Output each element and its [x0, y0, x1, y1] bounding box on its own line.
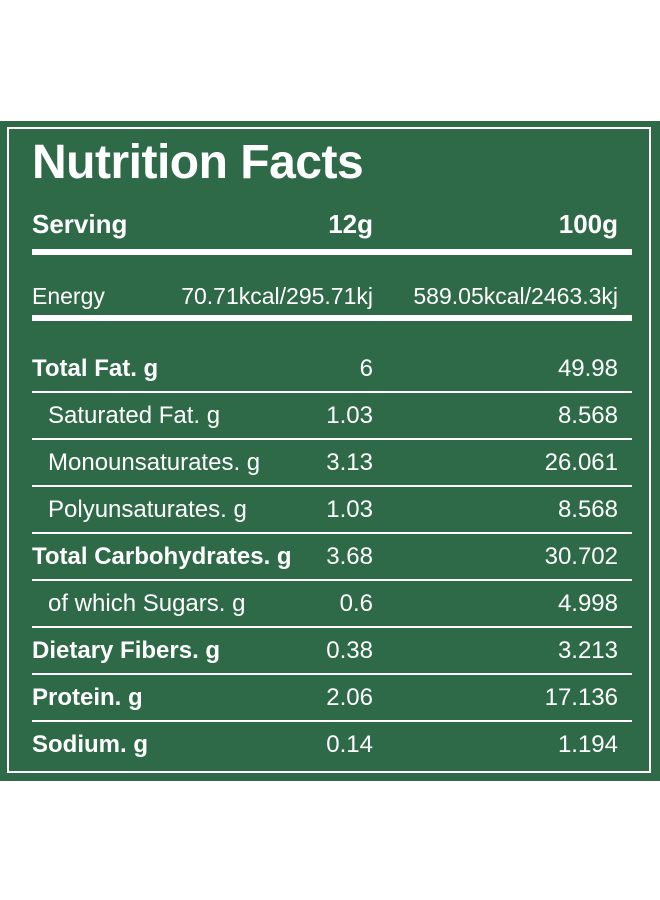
value-100g: 17.136 [544, 684, 618, 711]
value-100g: 1.194 [557, 731, 618, 758]
value-100g: 4.998 [557, 590, 618, 617]
nutrient-label: Monounsaturates. g [48, 449, 261, 476]
nutrient-label: Polyunsaturates. g [48, 496, 247, 523]
nutrient-label: Protein. g [32, 684, 143, 711]
value-12g: 1.03 [326, 402, 373, 429]
value-12g: 0.38 [326, 637, 373, 664]
value-12g: 6 [359, 355, 373, 382]
value-100g: 49.98 [557, 355, 618, 382]
nutrient-label: of which Sugars. g [48, 590, 246, 617]
header-divider [32, 249, 632, 255]
table-row: Total Carbohydrates. g 3.68 30.702 [32, 534, 632, 581]
serving-label: Serving [32, 209, 128, 239]
serving-100g-header: 100g [558, 209, 618, 239]
energy-row: Energy 70.71kcal/295.71kj 589.05kcal/246… [32, 281, 618, 311]
value-100g: 3.213 [557, 637, 618, 664]
serving-12g-header: 12g [328, 209, 373, 239]
value-12g: 2.06 [326, 684, 373, 711]
table-row: Monounsaturates. g 3.13 26.061 [32, 440, 632, 487]
table-row: Sodium. g 0.14 1.194 [32, 722, 632, 769]
nutrient-label: Saturated Fat. g [48, 402, 221, 429]
nutrient-label: Total Fat. g [32, 355, 159, 382]
value-100g: 30.702 [544, 543, 618, 570]
value-12g: 0.14 [326, 731, 373, 758]
value-12g: 0.6 [339, 590, 373, 617]
serving-header-row: Serving 12g 100g [32, 209, 618, 239]
energy-label: Energy [32, 283, 105, 309]
table-row: Dietary Fibers. g 0.38 3.213 [32, 628, 632, 675]
panel-title: Nutrition Facts [32, 136, 364, 189]
value-100g: 8.568 [557, 496, 618, 523]
nutrient-label: Total Carbohydrates. g [32, 543, 292, 570]
table-row: of which Sugars. g 0.6 4.998 [32, 581, 632, 628]
value-100g: 26.061 [544, 449, 618, 476]
nutrient-label: Sodium. g [32, 731, 148, 758]
value-100g: 8.568 [557, 402, 618, 429]
energy-12g-value: 70.71kcal/295.71kj [181, 283, 373, 309]
nutrient-table: Total Fat. g 6 49.98 Saturated Fat. g 1.… [32, 346, 632, 769]
table-row: Total Fat. g 6 49.98 [32, 346, 632, 393]
value-12g: 3.68 [326, 543, 373, 570]
value-12g: 1.03 [326, 496, 373, 523]
table-row: Protein. g 2.06 17.136 [32, 675, 632, 722]
nutrition-facts-panel: Nutrition Facts Serving 12g 100g Energy … [0, 121, 660, 781]
value-12g: 3.13 [326, 449, 373, 476]
energy-divider [32, 315, 632, 321]
panel-border [7, 127, 651, 773]
table-row: Polyunsaturates. g 1.03 8.568 [32, 487, 632, 534]
energy-100g-value: 589.05kcal/2463.3kj [413, 283, 618, 309]
table-row: Saturated Fat. g 1.03 8.568 [32, 393, 632, 440]
nutrient-label: Dietary Fibers. g [32, 637, 221, 664]
